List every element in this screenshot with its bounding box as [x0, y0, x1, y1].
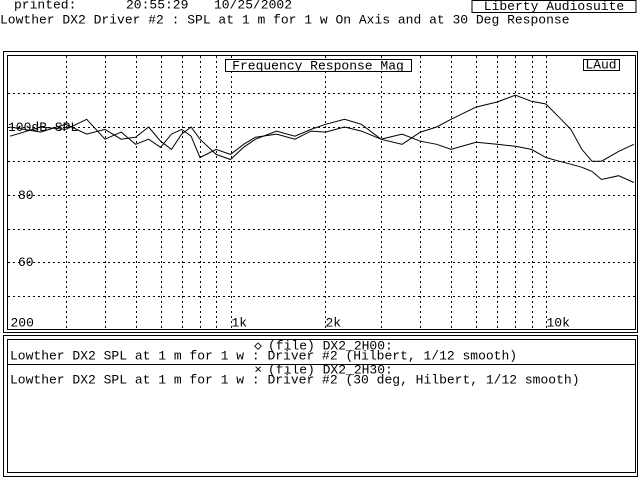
x-tick-label: 200 [11, 315, 34, 330]
legend-description: Lowther DX2 SPL at 1 m for 1 w : Driver … [10, 348, 517, 363]
x-tick-label: 10k [547, 315, 571, 330]
series-line [10, 118, 635, 183]
legend-frame [3, 335, 638, 477]
chart-title: Lowther DX2 Driver #2 : SPL at 1 m for 1… [0, 12, 570, 27]
legend-marker: ◇ [254, 338, 262, 353]
y-tick-label: 80 [18, 188, 34, 203]
series-line [9, 94, 635, 162]
legend-marker: × [254, 362, 262, 377]
plot-label-box [225, 59, 412, 72]
badge: LAud [585, 57, 616, 72]
app-name: Liberty Audiosuite [484, 0, 624, 14]
plot-frame [7, 55, 636, 330]
printed-label: printed: [14, 0, 76, 12]
date: 10/25/2002 [214, 0, 292, 12]
y-tick-label: 60 [18, 255, 34, 270]
x-tick-label: 1k [232, 315, 248, 330]
plot-label: Frequency Response Mag [232, 58, 404, 73]
time: 20:55:29 [126, 0, 188, 12]
plot-frame-outer [3, 51, 638, 333]
legend-name: (file) DX2_2H00: [268, 338, 393, 353]
app-box [471, 0, 637, 13]
legend-inner [7, 339, 636, 473]
badge-box [583, 59, 620, 71]
x-tick-label: 2k [326, 315, 342, 330]
legend-description: Lowther DX2 SPL at 1 m for 1 w : Driver … [10, 372, 580, 387]
legend-name: (file) DX2_2H30: [268, 362, 393, 377]
